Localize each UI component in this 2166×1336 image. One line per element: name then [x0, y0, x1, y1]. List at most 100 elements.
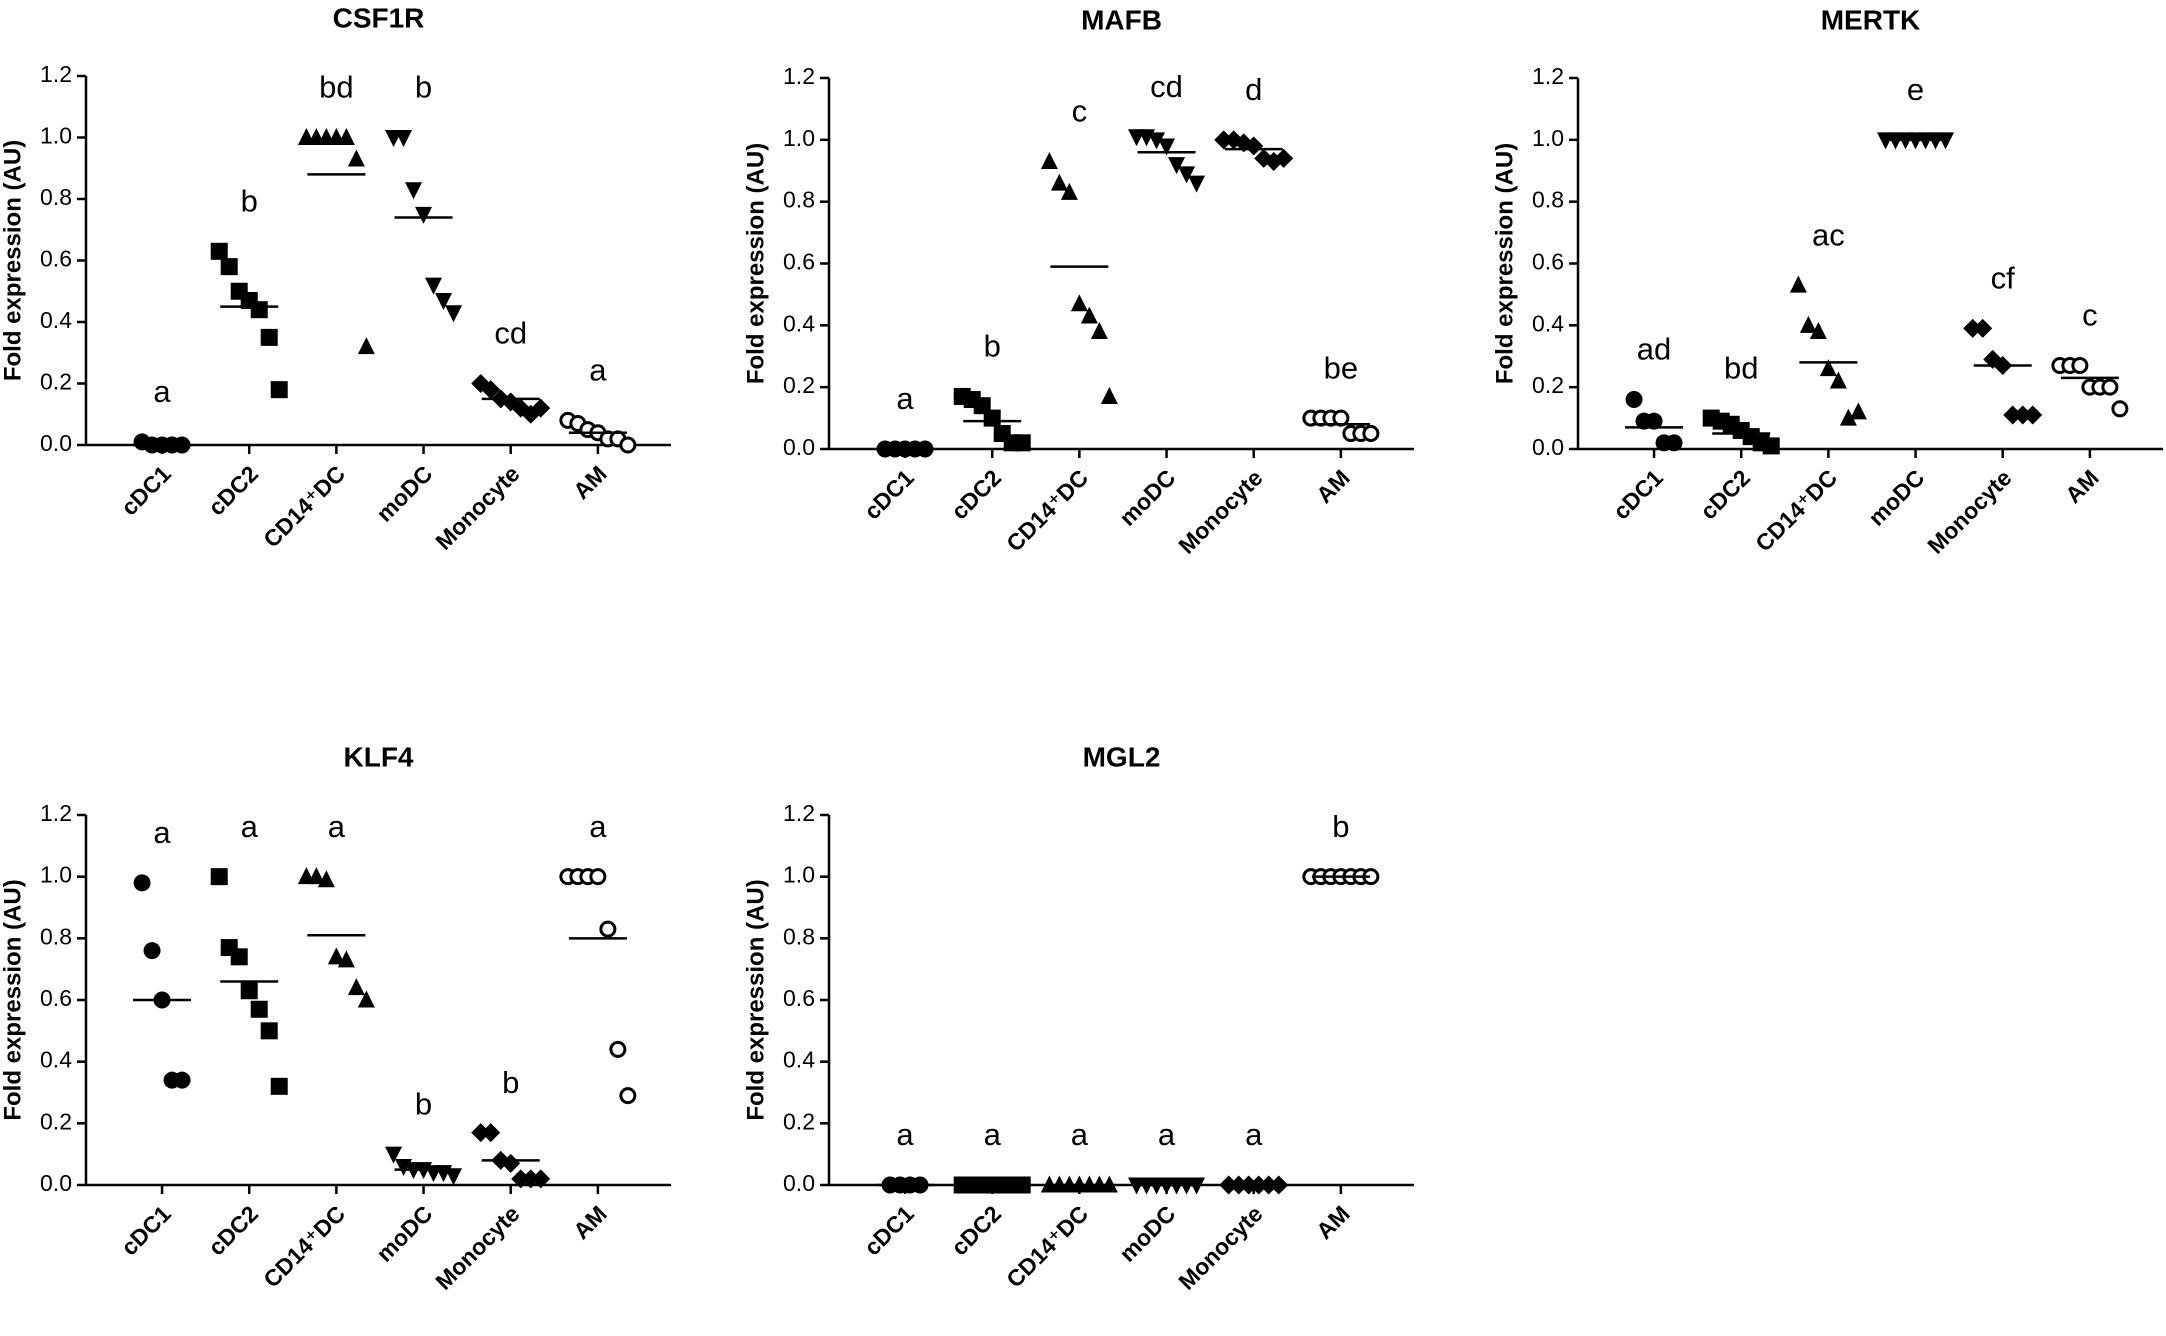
y-tick-label: 0.2 — [783, 1108, 815, 1134]
point — [1274, 148, 1294, 168]
point — [337, 128, 355, 145]
group-letter: a — [153, 815, 171, 850]
y-tick-label: 0.0 — [783, 1170, 815, 1196]
group-letter: bd — [319, 70, 353, 105]
group-letter: a — [1158, 1117, 1176, 1152]
point — [307, 867, 325, 885]
point — [471, 1123, 491, 1143]
point — [609, 1040, 627, 1058]
y-tick-label: 1.2 — [783, 63, 815, 89]
point — [357, 990, 375, 1008]
y-tick-label: 0.4 — [783, 1047, 815, 1073]
y-tick-label: 0.2 — [783, 372, 815, 398]
y-tick-label: 0.8 — [783, 923, 815, 949]
point — [143, 942, 161, 960]
panel: CSF1R Fold expression (AU) 0.0 0.2 0.4 0.6 0.8… — [0, 2, 671, 555]
x-tick-label: Monocyte — [1173, 464, 1267, 558]
point — [347, 149, 365, 167]
point — [173, 1071, 191, 1089]
point — [337, 950, 355, 968]
x-tick-label: Monocyte — [1173, 1200, 1267, 1294]
point — [481, 1123, 501, 1143]
point — [1819, 359, 1837, 377]
x-tick-label: cDC2 — [1695, 464, 1755, 524]
group-letter: a — [241, 809, 259, 844]
y-tick-label: 1.0 — [1532, 125, 1564, 151]
point — [260, 328, 278, 346]
point — [521, 1169, 541, 1189]
group-letter: d — [1245, 72, 1262, 107]
point — [220, 258, 238, 276]
point — [1188, 175, 1206, 193]
point — [2111, 400, 2129, 418]
y-tick-label: 0.4 — [783, 310, 815, 336]
x-tick-label: CD14⁺DC — [258, 460, 350, 552]
point — [1809, 322, 1827, 340]
point — [317, 870, 335, 888]
point — [589, 868, 607, 886]
y-tick-label: 0.4 — [1532, 310, 1564, 336]
point — [1188, 1177, 1206, 1195]
point — [501, 1153, 521, 1173]
point — [1332, 409, 1350, 427]
x-tick-label: moDC — [1114, 1200, 1180, 1266]
point — [531, 398, 551, 418]
x-tick-label: cDC2 — [946, 464, 1006, 524]
group-letter: a — [896, 381, 914, 416]
point — [619, 1087, 637, 1105]
point — [1050, 173, 1068, 191]
point — [1829, 371, 1847, 389]
point — [415, 206, 433, 224]
y-axis-label: Fold expression (AU) — [742, 879, 769, 1120]
point — [240, 982, 258, 1000]
group-letter: a — [589, 809, 607, 844]
point — [1762, 437, 1780, 455]
y-axis-label: Fold expression (AU) — [0, 879, 26, 1120]
point — [1178, 166, 1196, 184]
y-tick-label: 1.2 — [783, 800, 815, 826]
x-tick-label: AM — [2060, 464, 2104, 508]
point — [1080, 306, 1098, 324]
group-letter: a — [984, 1117, 1002, 1152]
y-tick-label: 0.6 — [783, 249, 815, 275]
point — [1090, 322, 1108, 340]
x-tick-label: CD14⁺DC — [1750, 464, 1842, 556]
point — [1789, 275, 1807, 293]
y-tick-label: 0.4 — [40, 307, 72, 333]
point — [385, 1146, 403, 1164]
point — [531, 1169, 551, 1189]
x-tick-label: Monocyte — [430, 1200, 524, 1294]
point — [435, 292, 453, 310]
x-tick-label: cDC2 — [946, 1200, 1006, 1260]
y-tick-label: 0.0 — [1532, 434, 1564, 460]
y-axis-label: Fold expression (AU) — [742, 143, 769, 384]
x-tick-label: AM — [568, 460, 612, 504]
point — [2023, 405, 2043, 425]
point — [599, 920, 617, 938]
group-letter: a — [1071, 1117, 1089, 1152]
x-tick-label: Monocyte — [1922, 464, 2016, 558]
point — [2101, 378, 2119, 396]
point — [1963, 318, 1983, 338]
chart-title: KLF4 — [344, 741, 414, 772]
panel: MGL2 Fold expression (AU) 0.0 0.2 0.4 0.6 0.8 1… — [742, 741, 1414, 1295]
group-letter: c — [2082, 298, 2098, 333]
y-tick-label: 0.2 — [1532, 372, 1564, 398]
group-letter: b — [415, 1086, 432, 1121]
point — [357, 337, 375, 355]
chart-title: MGL2 — [1083, 741, 1161, 772]
y-tick-label: 0.8 — [783, 187, 815, 213]
point — [1665, 434, 1683, 452]
y-tick-label: 0.6 — [783, 985, 815, 1011]
y-tick-label: 1.2 — [1532, 63, 1564, 89]
group-letter: a — [153, 374, 171, 409]
group-letter: be — [1324, 350, 1358, 385]
point — [425, 277, 443, 295]
point — [501, 392, 521, 412]
point — [210, 242, 228, 260]
y-tick-label: 0.0 — [40, 430, 72, 456]
point — [347, 978, 365, 996]
point — [1148, 132, 1166, 150]
x-tick-label: CD14⁺DC — [1001, 1200, 1093, 1292]
